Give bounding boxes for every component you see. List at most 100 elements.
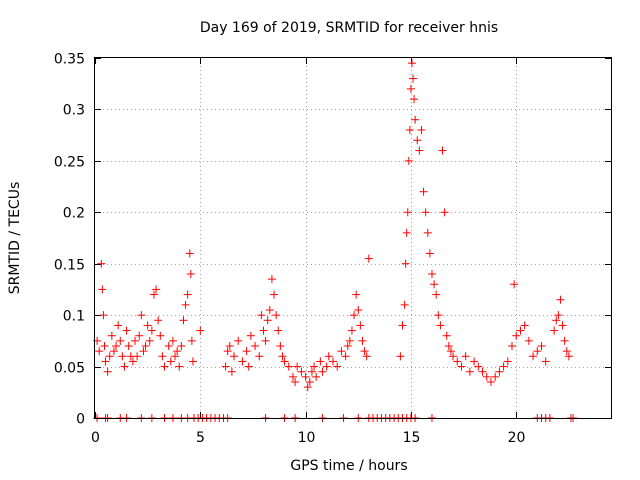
data-point <box>270 290 279 299</box>
data-point <box>482 372 491 381</box>
data-point <box>352 290 361 299</box>
data-point <box>438 146 447 155</box>
y-tick-label: 0.2 <box>63 206 85 222</box>
data-point <box>398 321 407 330</box>
data-point <box>166 357 175 366</box>
data-point <box>288 372 297 381</box>
data-point <box>328 357 337 366</box>
data-point <box>350 311 359 320</box>
y-tick-label: 0.25 <box>54 155 85 171</box>
data-point <box>333 362 342 371</box>
data-point <box>324 352 333 361</box>
data-point <box>409 74 418 83</box>
data-point <box>293 362 302 371</box>
data-point <box>347 326 356 335</box>
data-point <box>396 352 405 361</box>
data-point <box>135 331 144 340</box>
data-point <box>425 249 434 258</box>
data-point <box>430 280 439 289</box>
data-point <box>278 352 287 361</box>
data-point <box>307 367 316 376</box>
data-point <box>173 347 182 356</box>
data-point <box>95 347 104 356</box>
data-point <box>558 321 567 330</box>
data-point <box>99 311 108 320</box>
data-point <box>541 357 550 366</box>
data-point <box>434 311 443 320</box>
data-point <box>444 342 453 350</box>
data-point <box>261 336 270 345</box>
plot-frame <box>94 57 612 419</box>
data-point <box>345 336 354 345</box>
data-point <box>305 378 314 386</box>
data-point <box>486 378 495 386</box>
data-point <box>175 362 184 371</box>
data-point <box>508 342 517 350</box>
data-point <box>122 326 131 335</box>
data-point <box>402 228 411 237</box>
data-point <box>120 362 129 371</box>
data-point <box>318 367 327 376</box>
axis-ticks: 0 0.05 0.1 0.15 0.2 0.25 0.3 0.35 0 5 10 15 20 <box>54 52 611 446</box>
data-point <box>360 347 369 356</box>
data-point <box>185 249 194 258</box>
chart-title: Day 169 of 2019, SRMTID for receiver hni… <box>200 20 498 36</box>
data-point <box>512 331 521 340</box>
data-point <box>423 228 432 237</box>
data-point <box>171 352 180 361</box>
data-point <box>105 352 114 361</box>
data-point <box>564 352 573 361</box>
data-point <box>107 331 116 340</box>
data-point <box>436 321 445 330</box>
data-point <box>152 285 161 294</box>
data-point <box>403 208 412 217</box>
data-point <box>552 316 561 325</box>
data-point <box>491 372 500 381</box>
data-point <box>446 347 455 356</box>
data-point <box>478 367 487 376</box>
data-point <box>280 357 289 366</box>
data-point <box>234 336 243 345</box>
data-point <box>225 342 234 350</box>
data-point <box>187 336 196 345</box>
y-axis-label: SRMTID / TECUs <box>7 182 23 295</box>
data-point <box>362 352 371 361</box>
data-point <box>100 342 109 350</box>
data-point <box>401 259 410 268</box>
data-point <box>474 362 483 371</box>
data-point <box>179 316 188 325</box>
data-point <box>284 362 293 371</box>
data-point <box>322 362 331 371</box>
data-point <box>554 311 563 320</box>
data-point <box>257 311 266 320</box>
data-point <box>118 352 127 361</box>
data-point <box>406 84 415 93</box>
data-point <box>470 357 479 366</box>
data-point <box>400 300 409 309</box>
data-point <box>413 136 422 145</box>
data-point <box>143 321 152 330</box>
data-point <box>358 336 367 345</box>
data-point <box>158 352 167 361</box>
data-point <box>341 352 350 361</box>
data-point <box>405 126 414 134</box>
data-point <box>421 208 430 217</box>
data-point <box>449 352 458 361</box>
data-point <box>137 311 146 320</box>
data-point <box>255 352 264 361</box>
data-point <box>556 295 565 304</box>
data-point <box>168 336 177 345</box>
data-point <box>560 336 569 345</box>
data-point <box>177 342 186 350</box>
data-point <box>316 357 325 366</box>
data-point <box>461 352 470 361</box>
data-point <box>133 352 142 361</box>
x-tick-label: 15 <box>403 430 421 446</box>
data-point <box>221 362 230 371</box>
data-point <box>103 367 112 376</box>
data-point <box>337 347 346 356</box>
data-point <box>164 342 173 350</box>
data-point <box>160 362 169 371</box>
data-point <box>499 362 508 371</box>
y-tick-label: 0.1 <box>63 309 85 325</box>
